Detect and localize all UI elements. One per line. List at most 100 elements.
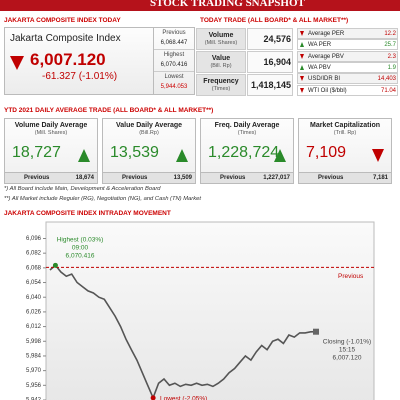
card-title: Freq. Daily Average bbox=[214, 122, 280, 129]
indicator-value: 2.3 bbox=[387, 53, 396, 60]
indicator-value: 25.7 bbox=[384, 42, 396, 49]
previous-label: Previous bbox=[122, 175, 148, 181]
indicator-label: Average PER bbox=[308, 31, 345, 37]
previous-value: 7,181 bbox=[372, 175, 388, 181]
previous-label: Previous bbox=[338, 273, 364, 280]
down-arrow bbox=[10, 56, 24, 70]
indicator-label: WA PBV bbox=[308, 64, 331, 71]
indicator-row bbox=[297, 73, 398, 85]
down-arrow bbox=[300, 53, 304, 59]
card-footer bbox=[200, 172, 294, 184]
indicator-label: Average PBV bbox=[308, 53, 344, 60]
index-panel bbox=[4, 27, 195, 95]
stat-value: 6,070.416 bbox=[160, 62, 188, 68]
closing-annotation: 15:15 bbox=[339, 347, 356, 354]
metric-value: 16,904 bbox=[263, 57, 291, 67]
stat-separator bbox=[154, 49, 194, 50]
highest-annotation: 09:00 bbox=[72, 245, 89, 252]
previous-label: Previous bbox=[318, 175, 344, 181]
metric-value: 1,418,145 bbox=[250, 80, 291, 90]
y-tick-label: 5,984 bbox=[26, 354, 42, 360]
card-value: 18,727 bbox=[12, 144, 61, 161]
indicator-row bbox=[297, 50, 398, 62]
up-arrow bbox=[300, 42, 304, 48]
card-footer bbox=[4, 172, 98, 184]
card-footer bbox=[298, 172, 392, 184]
previous-label: Previous bbox=[220, 175, 246, 181]
indicator-label: WTI Oil ($/bbl) bbox=[308, 87, 347, 94]
y-tick-label: 6,026 bbox=[26, 309, 42, 315]
chart-title: JAKARTA COMPOSITE INDEX INTRADAY MOVEMEN… bbox=[4, 210, 171, 217]
up-arrow bbox=[274, 149, 286, 162]
y-tick-label: 6,054 bbox=[26, 280, 42, 286]
plot-area bbox=[45, 221, 375, 400]
metric-value-cell bbox=[247, 74, 293, 96]
indicator-value: 14,403 bbox=[377, 76, 396, 83]
down-arrow bbox=[300, 76, 304, 82]
metric-unit: (Mill. Shares) bbox=[204, 40, 238, 46]
footnote: **) All Market include Reguler (RG), Neg… bbox=[4, 196, 201, 202]
metric-label-cell bbox=[196, 74, 246, 96]
section-heading: YTD 2021 DAILY AVERAGE TRADE (ALL BOARD*… bbox=[4, 107, 214, 114]
y-tick-label: 5,998 bbox=[26, 339, 42, 345]
highest-annotation: Highest (0.03%) bbox=[57, 237, 104, 244]
metric-unit: (Times) bbox=[211, 86, 231, 92]
metric-value-cell bbox=[247, 51, 293, 73]
banner bbox=[0, 0, 400, 11]
index-line bbox=[49, 264, 317, 400]
indicator-value: 71.04 bbox=[380, 87, 396, 94]
page-title: STOCK TRADING SNAPSHOT bbox=[150, 0, 305, 9]
stat-value: 5,944.053 bbox=[160, 84, 188, 90]
y-tick-label: 6,012 bbox=[26, 324, 42, 330]
stat-value: 6,068.447 bbox=[160, 40, 188, 46]
lowest-annotation: Lowest (-2.05%) bbox=[160, 396, 207, 400]
indicator-value: 1.9 bbox=[387, 64, 396, 71]
y-tick-label: 6,082 bbox=[26, 251, 42, 257]
indicator-row bbox=[297, 28, 398, 39]
card-value: 7,109 bbox=[306, 144, 347, 161]
indicator-row bbox=[297, 84, 398, 96]
y-tick-label: 6,096 bbox=[26, 236, 42, 242]
card-title: Value Daily Average bbox=[115, 122, 183, 129]
down-arrow bbox=[300, 87, 304, 93]
down-arrow bbox=[300, 31, 304, 36]
card-footer bbox=[102, 172, 196, 184]
y-tick-label: 6,068 bbox=[26, 265, 42, 271]
metric-value: 24,576 bbox=[263, 34, 291, 44]
indicator-row bbox=[297, 61, 398, 73]
index-name: Jakarta Composite Index bbox=[10, 33, 121, 44]
previous-value: 13,509 bbox=[173, 175, 192, 181]
card-value: 1,228,724 bbox=[208, 144, 280, 161]
metric-unit: (Bill. Rp) bbox=[210, 63, 232, 69]
previous-value: 18,674 bbox=[75, 175, 94, 181]
card-title: Market Capitalization bbox=[309, 122, 380, 129]
divider bbox=[153, 28, 154, 94]
stat-separator bbox=[154, 71, 194, 72]
footnote: *) All Board include Main, Development &… bbox=[4, 186, 161, 192]
metric-label: Volume bbox=[208, 32, 234, 39]
highest-marker bbox=[52, 262, 58, 268]
y-tick-label: 5,970 bbox=[26, 368, 42, 374]
lowest-marker bbox=[150, 395, 156, 400]
y-tick-label: 6,040 bbox=[26, 295, 42, 301]
highest-annotation: 6,070.416 bbox=[66, 253, 95, 260]
card-unit: (Mill. Shares) bbox=[34, 130, 68, 136]
closing-annotation: Closing (-1.01%) bbox=[323, 339, 371, 346]
previous-label: Previous bbox=[24, 175, 50, 181]
stat-label: Highest bbox=[163, 52, 185, 58]
down-arrow bbox=[372, 149, 384, 162]
indicator-label: USD/IDR BI bbox=[308, 76, 341, 83]
indicator-value: 12.2 bbox=[384, 31, 396, 37]
section-heading: JAKARTA COMPOSITE INDEX TODAY bbox=[4, 17, 121, 24]
up-arrow bbox=[300, 64, 304, 70]
metric-value-cell bbox=[247, 28, 293, 50]
y-tick-label: 5,956 bbox=[26, 383, 42, 389]
up-arrow bbox=[176, 149, 188, 162]
card-value: 13,539 bbox=[110, 144, 159, 161]
closing-marker bbox=[313, 328, 319, 335]
indicator-label: WA PER bbox=[308, 42, 332, 49]
index-value: 6,007.120 bbox=[30, 50, 106, 69]
metric-label-cell bbox=[196, 51, 246, 73]
